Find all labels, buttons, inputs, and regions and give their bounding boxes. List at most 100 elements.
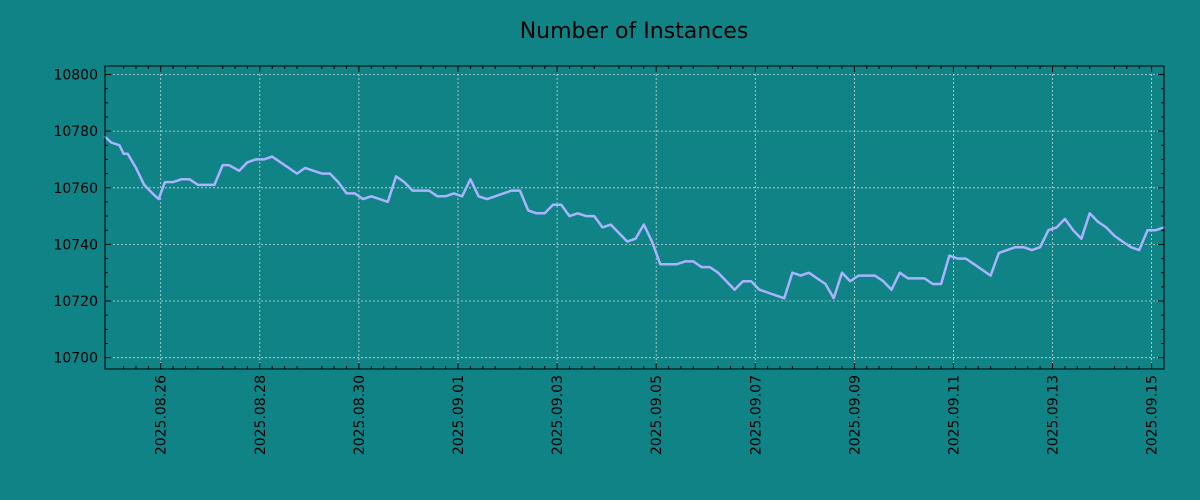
data-point	[841, 271, 843, 274]
data-point	[395, 175, 397, 178]
x-tick-label: 2025.08.30	[352, 375, 368, 455]
data-point	[1113, 235, 1116, 237]
x-tick-label: 2025.09.05	[649, 375, 665, 455]
data-point	[527, 209, 529, 212]
data-point	[337, 181, 340, 183]
data-point	[626, 240, 629, 243]
data-point	[758, 288, 761, 291]
data-point	[568, 215, 571, 217]
data-point	[865, 274, 868, 277]
data-point	[775, 294, 777, 297]
data-point	[1130, 246, 1132, 248]
data-point	[188, 178, 191, 181]
y-tick-label: 10700	[53, 351, 98, 367]
x-tick-label: 2025.09.11	[946, 375, 962, 455]
data-point	[122, 153, 125, 155]
data-point	[362, 198, 364, 200]
data-point	[469, 178, 472, 181]
data-point	[659, 263, 662, 266]
data-point	[519, 189, 521, 192]
data-point	[923, 277, 926, 280]
data-point	[411, 189, 414, 192]
data-point	[808, 271, 810, 274]
y-tick-label: 10800	[53, 68, 98, 84]
data-point	[428, 189, 430, 192]
data-point	[684, 260, 686, 263]
data-point	[676, 263, 678, 266]
y-tick-label: 10760	[53, 181, 98, 197]
data-point	[824, 283, 827, 285]
data-point	[213, 184, 216, 186]
data-point	[940, 283, 942, 285]
data-point	[1097, 220, 1099, 223]
x-tick-label: 2025.09.13	[1046, 375, 1062, 455]
data-point	[271, 155, 274, 158]
data-point	[915, 277, 918, 280]
data-point	[816, 277, 818, 280]
data-point	[453, 192, 455, 195]
data-point	[651, 240, 653, 243]
data-point	[742, 280, 744, 283]
data-point	[502, 192, 505, 195]
x-tick-label: 2025.08.28	[253, 375, 269, 455]
data-point	[1039, 246, 1041, 248]
series-layer	[103, 135, 1166, 300]
data-point	[110, 141, 112, 144]
data-point	[279, 161, 282, 164]
data-point	[510, 189, 513, 192]
data-point	[1014, 246, 1017, 248]
data-point	[304, 167, 307, 169]
data-point	[321, 172, 323, 175]
data-point	[576, 212, 579, 215]
data-point	[543, 212, 546, 215]
data-point	[857, 274, 860, 277]
data-point	[783, 297, 785, 300]
data-point	[329, 172, 331, 175]
data-point	[932, 283, 934, 285]
data-point	[1072, 229, 1074, 231]
data-point	[552, 204, 554, 206]
data-point	[799, 274, 802, 277]
data-point	[1022, 246, 1025, 248]
data-point	[1105, 226, 1107, 229]
data-point	[643, 223, 645, 226]
x-tick-label: 2025.09.03	[550, 375, 566, 455]
data-point	[1055, 226, 1058, 229]
data-point	[1088, 212, 1091, 215]
data-point	[593, 215, 595, 217]
data-point	[197, 184, 199, 186]
data-point	[403, 181, 406, 183]
data-point	[444, 195, 447, 198]
data-point	[296, 172, 298, 175]
data-point	[135, 167, 137, 169]
data-point	[477, 195, 480, 198]
data-point	[378, 198, 381, 200]
data-point	[354, 192, 356, 195]
x-tick-label: 2025.09.09	[847, 375, 863, 455]
data-point	[1121, 240, 1124, 243]
data-point	[1138, 249, 1140, 251]
data-point	[1047, 229, 1050, 231]
data-point	[750, 280, 752, 283]
data-point	[832, 297, 835, 300]
grid-lines	[105, 66, 1164, 369]
data-point	[989, 274, 992, 277]
data-point	[221, 164, 224, 166]
data-point	[973, 263, 975, 266]
data-point	[733, 288, 736, 291]
plot-frame	[104, 65, 1165, 370]
y-tick-label: 10740	[53, 237, 98, 253]
data-point	[535, 212, 538, 215]
data-point	[312, 170, 315, 172]
data-point	[560, 204, 562, 206]
y-tick-label: 10780	[53, 124, 98, 140]
x-tick-label: 2025.09.01	[451, 375, 467, 455]
data-point	[601, 226, 604, 229]
data-point	[1154, 229, 1157, 231]
data-point	[610, 223, 612, 226]
data-point	[246, 161, 249, 164]
data-point	[420, 189, 422, 192]
data-point	[692, 260, 695, 263]
data-point	[205, 184, 207, 186]
